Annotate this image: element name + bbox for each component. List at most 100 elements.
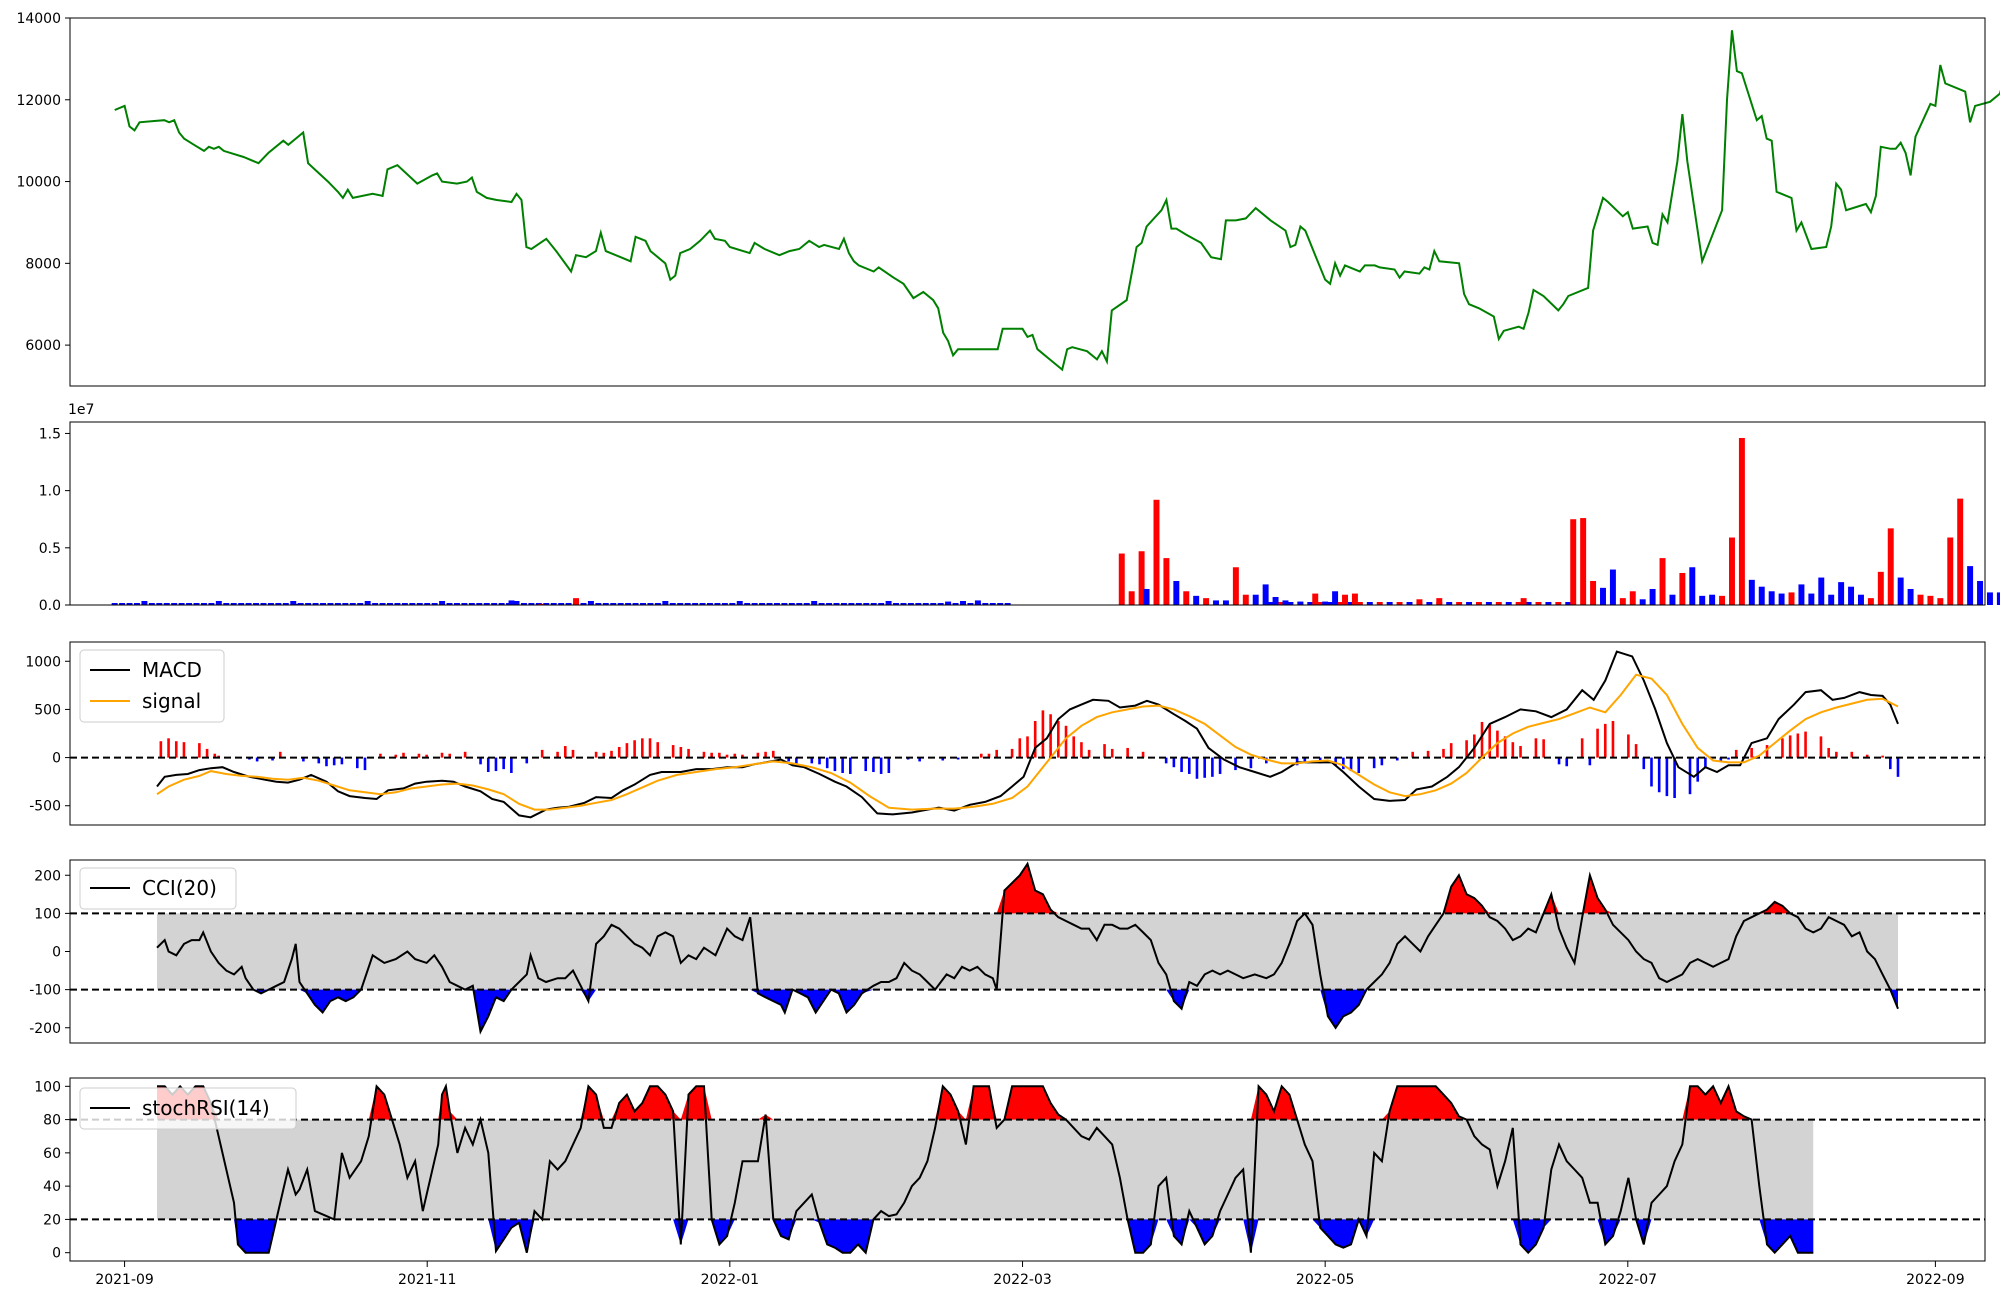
macd-histogram-bar: [1334, 757, 1337, 766]
volume-bar: [394, 603, 401, 605]
macd-histogram-bar: [1819, 736, 1823, 758]
macd-histogram-bar: [271, 757, 274, 761]
volume-bar: [528, 603, 535, 605]
volume-bar: [1356, 602, 1363, 605]
volume-bar: [692, 603, 699, 605]
y-tick-label: 10000: [16, 175, 61, 191]
volume-bar: [1768, 591, 1775, 605]
macd-histogram-bar: [1788, 735, 1792, 758]
volume-bar: [357, 603, 364, 605]
volume-bar: [840, 603, 847, 605]
macd-histogram-bar: [1827, 747, 1830, 758]
volume-bar: [1907, 588, 1914, 605]
y-tick-label: 0.0: [39, 598, 61, 614]
macd-line: [156, 650, 1899, 819]
volume-bar: [508, 600, 515, 605]
volume-bar: [1639, 599, 1646, 605]
macd-histogram-bar: [1750, 747, 1753, 758]
volume-bar: [468, 603, 475, 605]
volume-bar: [253, 603, 260, 605]
macd-histogram-bar: [1835, 751, 1838, 758]
volume-bar: [1153, 499, 1160, 605]
macd-histogram-bar: [979, 753, 983, 758]
volume-bar: [215, 601, 222, 605]
macd-histogram-bar: [1734, 749, 1738, 758]
volume-bar: [1252, 594, 1259, 605]
macd-histogram-bar: [1542, 739, 1545, 758]
y-tick-label: 100: [34, 1079, 61, 1095]
volume-bar: [759, 603, 766, 605]
macd-histogram-bar: [1303, 757, 1307, 763]
y-tick-label: 100: [34, 906, 61, 922]
macd-histogram-bar: [1888, 757, 1892, 770]
volume-bar: [1366, 602, 1373, 605]
macd-histogram-bar: [1187, 757, 1191, 774]
volume-bar: [1748, 579, 1755, 605]
volume-bar: [1565, 602, 1572, 605]
volume-bar: [238, 603, 245, 605]
macd-histogram-bar: [278, 751, 282, 758]
macd-histogram-bar: [1850, 751, 1854, 758]
macd-histogram-bar: [1141, 751, 1145, 758]
y-tick-label: -500: [29, 799, 61, 815]
volume-bar: [595, 603, 602, 605]
volume-bar: [647, 603, 654, 605]
macd-histogram-bar: [1126, 747, 1129, 758]
macd-histogram-bar: [325, 757, 328, 767]
volume-bar: [163, 603, 170, 605]
legend-label: signal: [142, 689, 201, 713]
volume-bar: [1828, 594, 1835, 605]
volume-bar: [364, 601, 371, 605]
volume-bar: [1857, 594, 1864, 605]
macd-histogram-bar: [1249, 757, 1253, 769]
plot-frame: [69, 421, 1986, 606]
legend-label: MACD: [142, 658, 202, 682]
volume-bar: [1520, 598, 1527, 605]
overbought-fill: [157, 863, 1898, 914]
macd-histogram-bar: [617, 746, 621, 758]
volume-panel: 0.0 0.5 1.0 1.5 1e7: [39, 402, 2000, 614]
volume-bar: [960, 601, 966, 605]
volume-bar: [699, 603, 706, 605]
macd-histogram-bar: [687, 748, 690, 758]
volume-bar: [1515, 602, 1522, 605]
price-line: [114, 30, 2000, 372]
y-tick-label: 12000: [16, 93, 61, 109]
macd-histogram-bar: [1411, 751, 1414, 758]
volume-bar: [1937, 598, 1944, 605]
volume-bar: [133, 603, 140, 605]
volume-bar: [967, 603, 974, 605]
macd-histogram-bar: [213, 753, 217, 758]
volume-bar: [275, 603, 282, 605]
volume-bar: [669, 603, 676, 605]
macd-histogram-bar: [1203, 757, 1206, 778]
legend-box: [79, 649, 225, 723]
macd-histogram-bar: [1449, 743, 1453, 758]
macd-histogram-bar: [1704, 757, 1707, 768]
macd-histogram-bar: [679, 746, 683, 758]
volume-bar: [1887, 528, 1894, 605]
y-tick-label: 60: [43, 1146, 61, 1162]
macd-histogram-bar: [255, 757, 259, 762]
volume-bar: [349, 603, 356, 605]
macd-panel: -500 0 500 1000 MACD signal: [25, 641, 1986, 826]
volume-bar: [1322, 601, 1329, 605]
volume-bar: [558, 603, 565, 605]
macd-histogram-bar: [1657, 757, 1661, 793]
macd-histogram-bar: [1087, 749, 1091, 758]
macd-histogram-bar: [633, 740, 636, 758]
volume-bar: [1659, 558, 1666, 605]
volume-bar: [1406, 602, 1413, 605]
macd-histogram-bar: [1010, 748, 1014, 758]
macd-histogram-bar: [317, 757, 321, 764]
volume-bar: [922, 603, 929, 605]
volume-bar: [1555, 602, 1562, 605]
macd-histogram-bar: [1804, 731, 1807, 758]
volume-bar: [1396, 602, 1403, 605]
y-tick-label: 0: [52, 1246, 61, 1262]
volume-bar: [1818, 577, 1825, 605]
volume-bar: [491, 603, 498, 605]
volume-bar: [818, 603, 825, 605]
macd-histogram-bar: [1673, 757, 1676, 799]
volume-bar: [245, 603, 252, 605]
